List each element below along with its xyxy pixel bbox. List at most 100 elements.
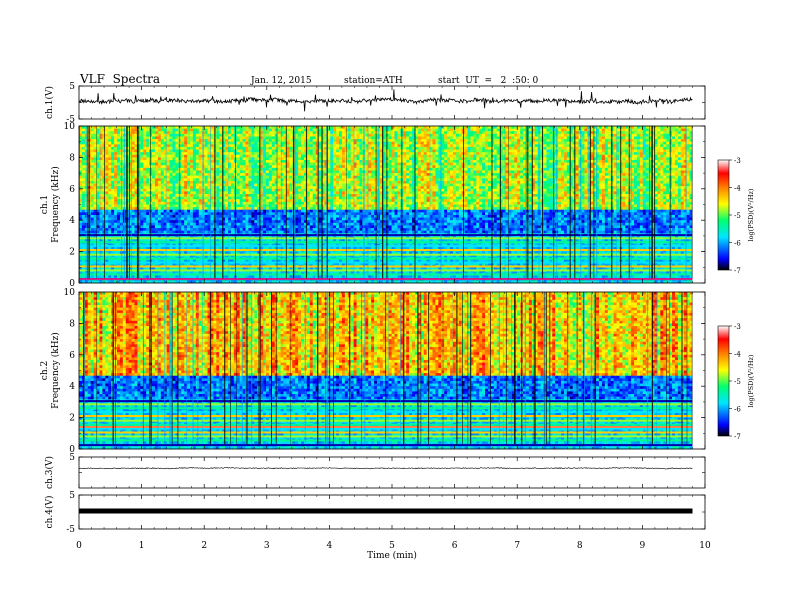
spectrogram-cell	[333, 131, 336, 134]
spectrogram-cell	[167, 131, 170, 134]
spectrogram-cell	[535, 147, 538, 150]
spectrogram-cell	[666, 131, 669, 134]
spectrogram-cell	[511, 136, 514, 139]
spectrogram-cell	[608, 147, 611, 150]
spectrogram-cell	[520, 134, 523, 137]
spectrogram-cell	[272, 129, 275, 132]
spectrogram-cell	[368, 147, 371, 150]
spectrogram-cell	[488, 136, 491, 139]
spectrogram-cell	[453, 139, 456, 142]
spectrogram-cell	[608, 136, 611, 139]
spectrogram-cell	[450, 129, 453, 132]
spectrogram-cell	[421, 131, 424, 134]
spectrogram-cell	[164, 136, 167, 139]
spectrogram-cell	[263, 134, 266, 137]
spectrogram-cell	[558, 126, 561, 129]
spectrogram-cell	[546, 126, 549, 129]
spectrogram-cell	[99, 139, 102, 142]
spectrogram-cell	[508, 147, 511, 150]
spectrogram-cell	[105, 136, 108, 139]
spectrogram-cell	[640, 134, 643, 137]
spectrogram-cell	[453, 134, 456, 137]
spectrogram-cell	[155, 129, 158, 132]
spectrogram-cell	[403, 136, 406, 139]
spectrogram-cell	[634, 142, 637, 145]
spectrogram-cell	[199, 129, 202, 132]
spectrogram-cell	[359, 147, 362, 150]
spectrogram-cell	[479, 139, 482, 142]
spectrogram-cell	[637, 136, 640, 139]
spectrogram-cell	[289, 134, 292, 137]
spectrogram-cell	[389, 139, 392, 142]
spectrogram-cell	[625, 134, 628, 137]
spectrogram-cell	[421, 129, 424, 132]
spectrogram-cell	[371, 129, 374, 132]
spectrogram-cell	[111, 131, 114, 134]
spectrogram-cell	[114, 129, 117, 132]
spectrogram-cell	[421, 147, 424, 150]
spectrogram-cell	[199, 150, 202, 153]
spectrogram-cell	[482, 139, 485, 142]
spectrogram-cell	[660, 147, 663, 150]
spectrogram-cell	[339, 144, 342, 147]
spectrogram-cell	[403, 139, 406, 142]
spectrogram-cell	[666, 136, 669, 139]
spectrogram-cell	[237, 129, 240, 132]
spectrogram-cell	[289, 129, 292, 132]
spectrogram-cell	[348, 144, 351, 147]
spectrogram-cell	[517, 134, 520, 137]
spectrogram-cell	[164, 147, 167, 150]
spectrogram-cell	[529, 126, 532, 129]
spectrogram-cell	[605, 131, 608, 134]
spectrogram-cell	[205, 136, 208, 139]
spectrogram-cell	[488, 126, 491, 129]
spectrogram-cell	[605, 126, 608, 129]
spectrogram-cell	[488, 142, 491, 145]
spectrogram-cell	[152, 142, 155, 145]
spectrogram-cell	[368, 136, 371, 139]
spectrogram-cell	[289, 147, 292, 150]
spectrogram-cell	[581, 131, 584, 134]
spectrogram-cell	[301, 131, 304, 134]
spectrogram-cell	[167, 129, 170, 132]
spectrogram-cell	[468, 136, 471, 139]
spectrogram-cell	[494, 144, 497, 147]
spectrogram-cell	[599, 147, 602, 150]
spectrogram-cell	[494, 139, 497, 142]
spectrogram-cell	[269, 142, 272, 145]
spectrogram-cell	[687, 136, 690, 139]
spectrogram-cell	[441, 126, 444, 129]
spectrogram-cell	[678, 147, 681, 150]
spectrogram-cell	[392, 142, 395, 145]
spectrogram-cell	[520, 126, 523, 129]
spectrogram-cell	[681, 139, 684, 142]
spectrogram-cell	[678, 129, 681, 132]
spectrogram-cell	[622, 136, 625, 139]
spectrogram-cell	[117, 142, 120, 145]
spectrogram-cell	[427, 131, 430, 134]
spectrogram-cell	[444, 129, 447, 132]
spectrogram-cell	[546, 134, 549, 137]
spectrogram-cell	[605, 144, 608, 147]
spectrogram-cell	[678, 139, 681, 142]
spectrogram-cell	[301, 147, 304, 150]
spectrogram-cell	[617, 129, 620, 132]
spectrogram-cell	[187, 139, 190, 142]
spectrogram-cell	[459, 134, 462, 137]
spectrogram-cell	[193, 126, 196, 129]
spectrogram-cell	[278, 139, 281, 142]
spectrogram-cell	[371, 142, 374, 145]
spectrogram-cell	[97, 150, 100, 153]
spectrogram-cell	[219, 136, 222, 139]
spectrogram-cell	[617, 142, 620, 145]
spectrogram-cell	[450, 144, 453, 147]
spectrogram-cell	[450, 126, 453, 129]
spectrogram-cell	[517, 142, 520, 145]
spectrogram-cell	[488, 134, 491, 137]
spectrogram-cell	[622, 142, 625, 145]
spectrogram-cell	[167, 147, 170, 150]
spectrogram-cell	[535, 136, 538, 139]
spectrogram-cell	[187, 131, 190, 134]
spectrogram-cell	[581, 144, 584, 147]
spectrogram-cell	[146, 139, 149, 142]
